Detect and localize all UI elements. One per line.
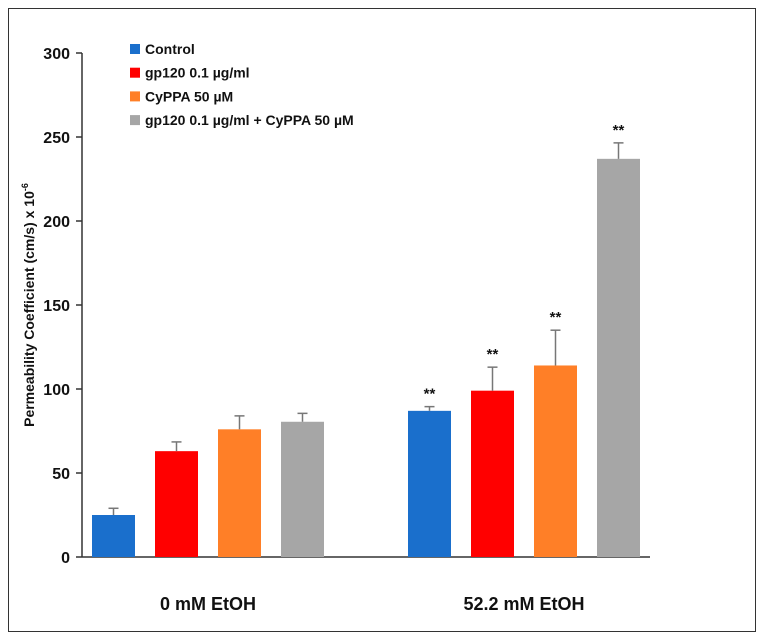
category-label: 0 mM EtOH: [160, 594, 256, 614]
legend-label: gp120 0.1 µg/ml + CyPPA 50 µM: [145, 112, 354, 128]
legend-swatch: [130, 91, 140, 102]
bar: [218, 429, 261, 557]
y-tick-label: 250: [43, 130, 70, 147]
significance-marker: **: [424, 386, 436, 403]
y-axis-label-superscript: -6: [20, 183, 30, 191]
bar: [534, 365, 577, 557]
significance-marker: **: [550, 309, 562, 326]
bar: [92, 515, 135, 557]
legend-swatch: [130, 115, 140, 126]
chart-frame: [8, 8, 756, 632]
category-label: 52.2 mM EtOH: [463, 594, 584, 614]
legend-label: CyPPA 50 µM: [145, 88, 233, 104]
y-tick-label: 300: [43, 46, 70, 63]
bar: [471, 390, 514, 557]
y-tick-label: 200: [43, 214, 70, 231]
y-axis-label: Permeability Coefficient (cm/s) x 10-6: [20, 183, 37, 427]
significance-marker: **: [613, 122, 625, 139]
y-tick-label: 0: [61, 550, 70, 567]
y-tick-label: 150: [43, 298, 70, 315]
bar: [597, 158, 640, 557]
significance-marker: **: [487, 346, 499, 363]
bar: [281, 421, 324, 557]
bar: [408, 410, 451, 557]
legend-label: Control: [145, 41, 195, 57]
legend-swatch: [130, 67, 140, 78]
legend-label: gp120 0.1 µg/ml: [145, 65, 250, 81]
y-tick-label: 100: [43, 382, 70, 399]
legend-swatch: [130, 44, 140, 54]
bar: [155, 451, 198, 557]
y-tick-label: 50: [52, 466, 70, 483]
